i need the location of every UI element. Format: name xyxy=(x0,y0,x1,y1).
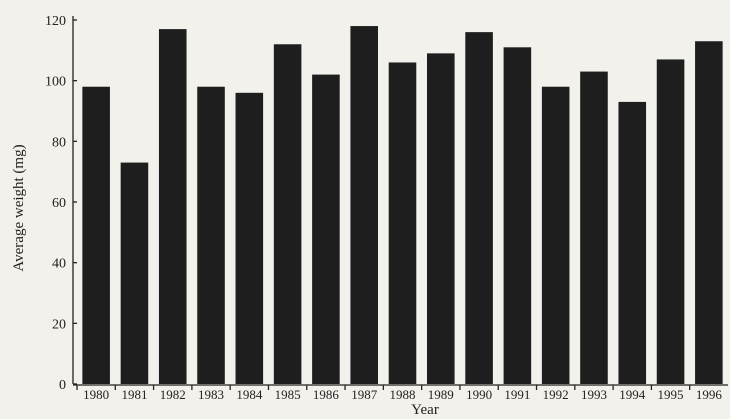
x-axis-title: Year xyxy=(411,402,439,418)
x-tick-label: 1983 xyxy=(198,387,224,402)
bar-1992 xyxy=(541,86,570,384)
bar-1982 xyxy=(158,29,187,384)
x-tick-label: 1984 xyxy=(236,387,263,402)
x-axis: 1980 1981 1982 1983 1984 1985 1986 1987 1988 1989… xyxy=(73,384,728,402)
bar-1984 xyxy=(235,92,264,385)
bar-1986 xyxy=(312,74,340,384)
bar-1985 xyxy=(273,44,302,385)
x-tick-label: 1981 xyxy=(121,387,147,402)
x-tick-label: 1994 xyxy=(619,387,646,402)
y-tick-label: 120 xyxy=(45,14,66,29)
bars xyxy=(82,26,723,385)
y-tick-label: 40 xyxy=(52,257,66,272)
bar-1991 xyxy=(503,47,532,385)
x-tick-label: 1993 xyxy=(581,387,607,402)
bar-1996 xyxy=(695,41,723,384)
y-tick-label: 0 xyxy=(59,378,66,393)
y-tick-label: 60 xyxy=(52,196,66,211)
bar-1989 xyxy=(427,53,455,384)
x-tick-label: 1991 xyxy=(504,387,530,402)
y-tick-label: 20 xyxy=(52,317,66,332)
bar-1994 xyxy=(618,101,647,385)
y-tick-label: 80 xyxy=(52,135,66,150)
bar-1981 xyxy=(120,162,149,384)
x-tick-label: 1989 xyxy=(428,387,454,402)
bar-1988 xyxy=(388,62,417,384)
y-axis-title: Average weight (mg) xyxy=(11,144,27,271)
x-tick-label: 1996 xyxy=(696,387,723,402)
y-axis: 0 20 40 60 80 100 120 xyxy=(45,14,77,393)
bar-1987 xyxy=(350,26,378,385)
x-tick-label: 1982 xyxy=(160,387,186,402)
bar-1983 xyxy=(197,86,225,384)
bar-1993 xyxy=(580,71,608,385)
x-tick-label: 1988 xyxy=(390,387,416,402)
bar-1995 xyxy=(656,59,685,384)
y-tick-label: 100 xyxy=(45,75,66,90)
x-tick-label: 1995 xyxy=(658,387,684,402)
bar-1980 xyxy=(82,86,110,384)
x-tick-label: 1992 xyxy=(543,387,569,402)
x-tick-label: 1986 xyxy=(313,387,340,402)
x-tick-label: 1990 xyxy=(466,387,492,402)
x-tick-label: 1985 xyxy=(275,387,301,402)
bar-1990 xyxy=(465,32,493,385)
x-tick-label: 1987 xyxy=(351,387,378,402)
x-tick-label: 1980 xyxy=(83,387,109,402)
